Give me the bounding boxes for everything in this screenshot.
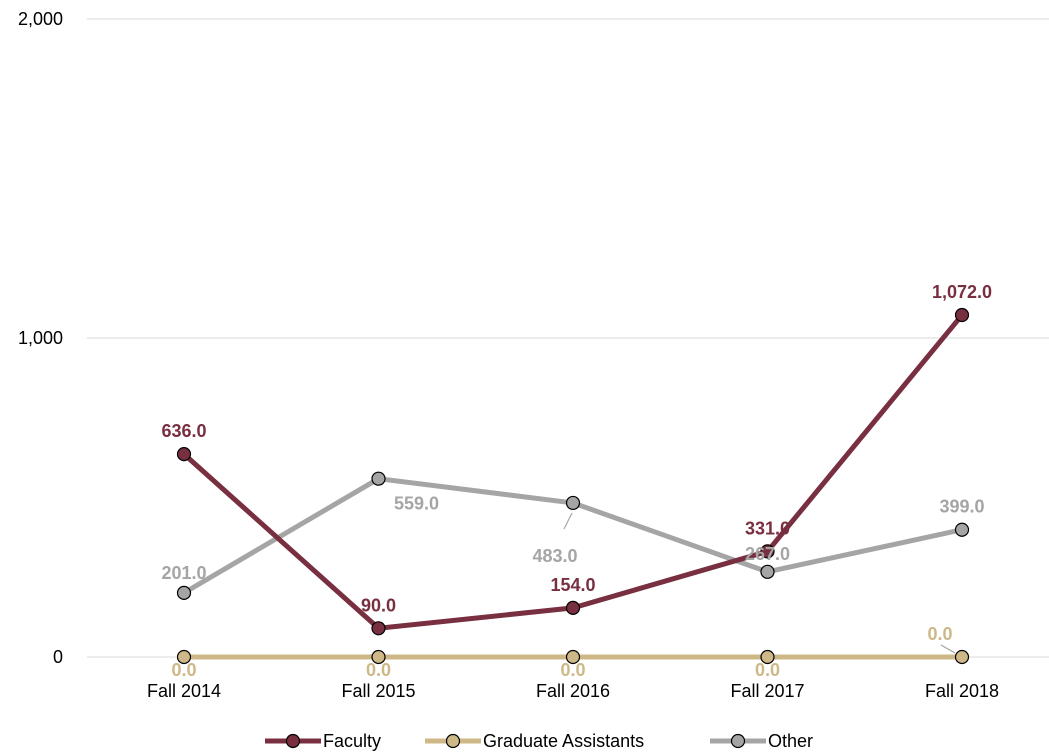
legend-label: Other	[768, 731, 813, 751]
data-point	[565, 495, 581, 511]
y-tick-label: 2,000	[18, 9, 63, 29]
legend: Faculty Graduate Assistants Other	[265, 731, 813, 751]
data-labels: 0.0 0.0 0.0 0.0 0.0 201.0 559.0 483.0 267.0 399.0…	[161, 282, 992, 680]
data-point	[176, 447, 192, 462]
data-label: 90.0	[361, 595, 396, 615]
x-tick-label: Fall 2014	[147, 681, 221, 701]
data-point	[954, 307, 970, 323]
series-points	[176, 307, 970, 665]
data-label: 559.0	[394, 494, 439, 514]
data-point	[954, 649, 970, 665]
x-tick-label: Fall 2017	[730, 681, 804, 701]
data-point	[371, 471, 386, 486]
data-label: 201.0	[161, 563, 206, 583]
data-point	[954, 522, 970, 537]
data-label: 331.0	[745, 518, 790, 538]
data-label: 636.0	[161, 421, 206, 441]
data-label: 0.0	[755, 660, 780, 680]
data-point	[371, 649, 386, 665]
legend-marker	[445, 733, 461, 749]
legend-label: Faculty	[323, 731, 381, 751]
data-point	[565, 600, 581, 615]
legend-marker	[285, 733, 301, 749]
data-label: 0.0	[171, 660, 196, 680]
data-point	[760, 544, 775, 559]
data-point	[371, 621, 386, 636]
leader-line	[940, 644, 956, 654]
data-label: 0.0	[927, 624, 952, 644]
legend-marker	[730, 733, 746, 749]
data-label: 483.0	[532, 546, 577, 566]
y-tick-label: 1,000	[18, 328, 63, 348]
x-tick-label: Fall 2016	[536, 681, 610, 701]
leader-line	[563, 512, 573, 530]
x-tick-label: Fall 2018	[925, 681, 999, 701]
data-label: 0.0	[366, 660, 391, 680]
y-tick-label: 0	[53, 647, 63, 667]
data-label: 1,072.0	[932, 282, 992, 302]
data-point	[176, 585, 192, 600]
legend-label: Graduate Assistants	[483, 731, 644, 751]
data-label: 267.0	[745, 544, 790, 564]
data-point	[565, 649, 581, 665]
data-point	[176, 649, 192, 665]
data-label: 399.0	[939, 497, 984, 517]
data-label: 0.0	[560, 660, 585, 680]
x-axis: Fall 2014 Fall 2015 Fall 2016 Fall 2017 Fall…	[147, 681, 999, 701]
data-label: 154.0	[550, 575, 595, 595]
data-point	[760, 564, 775, 579]
data-point	[760, 649, 775, 665]
y-axis: 0 1,000 2,000	[18, 9, 63, 667]
x-tick-label: Fall 2015	[341, 681, 415, 701]
